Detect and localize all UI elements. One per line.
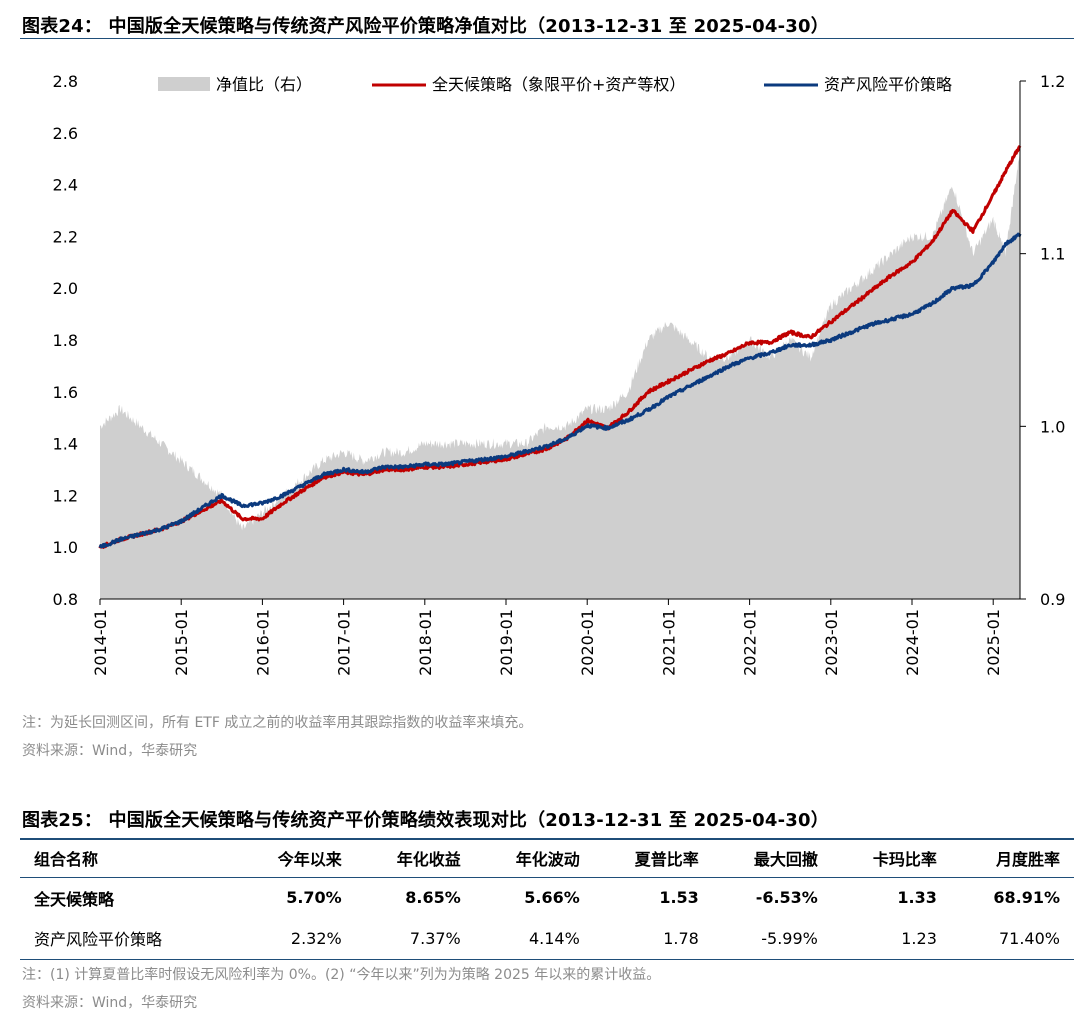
col-header: 月度胜率 bbox=[950, 838, 1074, 878]
col-header: 最大回撤 bbox=[712, 838, 832, 878]
performance-table: 组合名称 今年以来 年化收益 年化波动 夏普比率 最大回撤 卡玛比率 月度胜率 … bbox=[20, 838, 1074, 960]
table-cell: -6.53% bbox=[755, 888, 818, 908]
y-left-tick-label: 2.0 bbox=[53, 279, 78, 298]
legend-area-swatch bbox=[158, 77, 210, 91]
table-cell: -5.99% bbox=[712, 918, 832, 960]
y-left-tick-label: 2.8 bbox=[53, 72, 78, 91]
y-left-tick-label: 1.6 bbox=[53, 383, 78, 402]
y-left-tick-label: 0.8 bbox=[53, 590, 78, 609]
table-cell: 1.23 bbox=[831, 918, 951, 960]
col-header: 今年以来 bbox=[236, 838, 356, 878]
table-cell: 71.40% bbox=[950, 918, 1074, 960]
table-cell: 1.33 bbox=[897, 888, 937, 908]
legend-label: 全天候策略（象限平价+资产等权） bbox=[432, 75, 685, 94]
table-cell: 1.78 bbox=[593, 918, 713, 960]
table-cell: 68.91% bbox=[993, 888, 1060, 908]
risk-parity-line bbox=[98, 232, 1022, 549]
col-header: 年化收益 bbox=[355, 838, 475, 878]
nav-comparison-chart: 0.8 1.0 1.2 1.4 1.6 1.8 2.0 2.2 2.4 2.6 2.8 0.9 1.0 1… bbox=[53, 72, 1066, 676]
x-tick-label: 2016-01 bbox=[253, 609, 272, 676]
table-row: 资产风险平价策略 2.32% 7.37% 4.14% 1.78 -5.99% 1… bbox=[20, 918, 1074, 960]
table-row: 全天候策略 5.70% 8.65% 5.66% 1.53 -6.53% 1.33… bbox=[20, 877, 1074, 918]
table-cell: 5.66% bbox=[524, 888, 580, 908]
table-cell: 2.32% bbox=[236, 918, 356, 960]
y-right-tick-label: 1.1 bbox=[1040, 245, 1065, 264]
table-cell: 1.53 bbox=[659, 888, 699, 908]
table-cell: 5.70% bbox=[286, 888, 342, 908]
y-right-tick-label: 1.0 bbox=[1040, 417, 1065, 436]
y-left-tick-label: 1.2 bbox=[53, 486, 78, 505]
x-tick-label: 2024-01 bbox=[903, 609, 922, 676]
col-header: 夏普比率 bbox=[593, 838, 713, 878]
y-right-tick-label: 1.2 bbox=[1040, 72, 1065, 91]
col-header: 卡玛比率 bbox=[831, 838, 951, 878]
x-tick-label: 2019-01 bbox=[497, 609, 516, 676]
y-right-tick-label: 0.9 bbox=[1040, 590, 1065, 609]
figure-25-source: 资料来源：Wind，华泰研究 bbox=[22, 995, 198, 1011]
x-tick-label: 2020-01 bbox=[578, 609, 597, 676]
x-tick-label: 2021-01 bbox=[659, 609, 678, 676]
table-cell: 全天候策略 bbox=[34, 889, 115, 909]
y-left-tick-label: 1.8 bbox=[53, 331, 78, 350]
table-cell: 8.65% bbox=[405, 888, 461, 908]
x-tick-label: 2014-01 bbox=[91, 609, 110, 676]
figure-24-source: 资料来源：Wind，华泰研究 bbox=[22, 743, 198, 759]
col-header: 年化波动 bbox=[474, 838, 594, 878]
y-left-tick-label: 2.6 bbox=[53, 124, 78, 143]
legend-label: 资产风险平价策略 bbox=[824, 75, 952, 94]
col-header: 组合名称 bbox=[20, 838, 237, 878]
table-cell: 7.37% bbox=[355, 918, 475, 960]
legend-label: 净值比（右） bbox=[216, 75, 312, 94]
x-tick-label: 2015-01 bbox=[172, 609, 191, 676]
figure-25-title: 图表25： 中国版全天候策略与传统资产平价策略绩效表现对比（2013-12-31… bbox=[22, 810, 829, 831]
y-left-tick-label: 1.0 bbox=[53, 538, 78, 557]
x-tick-label: 2017-01 bbox=[335, 609, 354, 676]
y-left-tick-label: 2.4 bbox=[53, 176, 78, 195]
nav-ratio-area bbox=[100, 150, 1020, 599]
table-cell: 资产风险平价策略 bbox=[20, 918, 237, 960]
x-tick-label: 2022-01 bbox=[741, 609, 760, 676]
figure-24-title: 图表24： 中国版全天候策略与传统资产风险平价策略净值对比（2013-12-31… bbox=[22, 16, 829, 37]
title-rule bbox=[20, 38, 1074, 39]
x-tick-label: 2025-01 bbox=[984, 609, 1003, 676]
table-cell: 4.14% bbox=[474, 918, 594, 960]
x-tick-label: 2023-01 bbox=[822, 609, 841, 676]
figure-24-note: 注：为延长回测区间，所有 ETF 成立之前的收益率用其跟踪指数的收益率来填充。 bbox=[22, 715, 533, 731]
y-left-tick-label: 1.4 bbox=[53, 435, 78, 454]
table-header-row: 组合名称 今年以来 年化收益 年化波动 夏普比率 最大回撤 卡玛比率 月度胜率 bbox=[20, 838, 1074, 878]
figure-25-note: 注：(1) 计算夏普比率时假设无风险利率为 0%。(2) “今年以来”列为为策略… bbox=[22, 967, 661, 983]
y-left-tick-label: 2.2 bbox=[53, 227, 78, 246]
x-tick-label: 2018-01 bbox=[416, 609, 435, 676]
